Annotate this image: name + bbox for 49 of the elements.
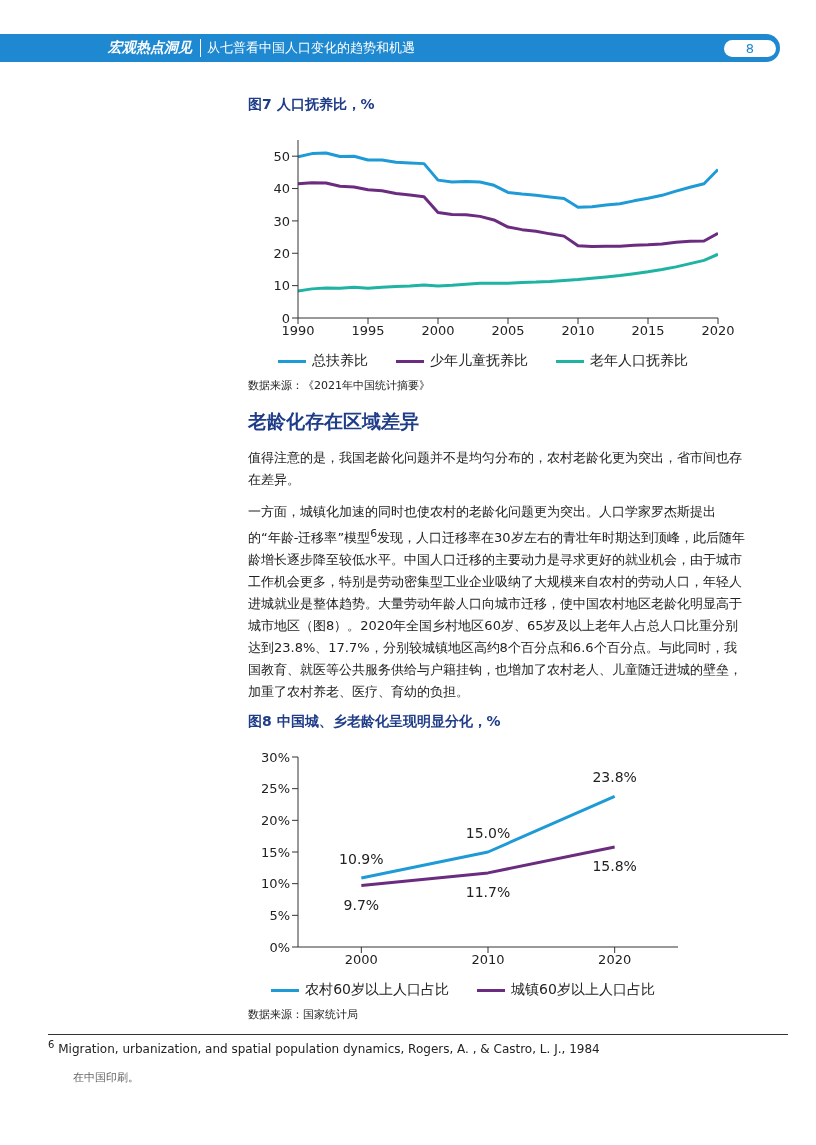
y-tick-label: 0% bbox=[269, 939, 290, 955]
x-tick-label: 1990 bbox=[281, 323, 315, 339]
legend-label: 总扶养比 bbox=[311, 352, 368, 370]
y-tick-label: 5% bbox=[269, 908, 290, 924]
y-tick-label: 30 bbox=[273, 213, 290, 229]
x-tick-label: 2000 bbox=[344, 952, 378, 968]
data-label: 10.9% bbox=[339, 851, 384, 868]
y-tick-label: 50 bbox=[273, 148, 290, 164]
y-tick-label: 20% bbox=[261, 813, 290, 829]
line-series bbox=[298, 181, 718, 248]
x-tick-label: 2010 bbox=[471, 952, 505, 968]
chart-title: 图8 中国城、乡老龄化呈现明显分化，% bbox=[248, 713, 502, 732]
x-tick-label: 2005 bbox=[491, 323, 525, 339]
y-tick-label: 10 bbox=[273, 278, 290, 294]
text: 一方面，城镇化加速的同时也使农村的老龄化问题更为突出。人口学家罗杰斯提出的“年龄-迁移率”模型$^{6}$发现，人口迁移率在30岁左右的青壮年时期达到顶峰，此后随年龄增长逐步降至较低水平。中国人口迁移的主要动力是寻求更好的就业机会，由于城市工作机会更多，特别是劳动密集型工业企业吸纳了大规模来自农村的劳动人口，年轻人进城就业是整体趋势。大量劳动年龄人口向城市迁移，使中国农村地区老龄化明显高于城市地区（图8）。2020年全国乡村地区60岁、65岁及以上老年人占总人口比重分别达到23.8%、17.7%，分别较城镇地区高约8个百分点和6.6个百分点。与此同时，我国教育、就医等公共服务供给与户籍挂钩，也增加了农村老人、儿童随迁进城的壁垒，加重了农村养老、医疗、育幼的负担。 bbox=[248, 504, 745, 700]
x-tick-label: 1995 bbox=[351, 323, 385, 339]
y-tick-label: 0 bbox=[281, 310, 290, 326]
data-label: 23.8% bbox=[592, 769, 637, 786]
y-tick-label: 20 bbox=[273, 245, 290, 261]
legend-label: 城镇60岁以上人口占比 bbox=[510, 981, 655, 1000]
chart-title: 图7 人口抚养比，% bbox=[248, 96, 376, 114]
y-tick-label: 25% bbox=[261, 781, 290, 797]
data-label: 9.7% bbox=[343, 896, 380, 913]
line-series bbox=[298, 252, 718, 293]
text: 宏观热点洞见 bbox=[108, 39, 192, 57]
source-note: 数据来源：《2021年中国统计摘要》 bbox=[248, 378, 431, 393]
legend-label: 老年人口抚养比 bbox=[589, 352, 688, 370]
legend-label: 农村60岁以上人口占比 bbox=[304, 981, 449, 1000]
x-tick-label: 2000 bbox=[421, 323, 455, 339]
data-label: 11.7% bbox=[465, 884, 511, 901]
text: 8 bbox=[723, 39, 776, 57]
x-tick-label: 2020 bbox=[598, 952, 632, 968]
text: 老龄化存在区域差异 bbox=[248, 409, 420, 434]
legend-label: 少年儿童抚养比 bbox=[429, 352, 528, 370]
text: 在中国印刷。 bbox=[73, 1070, 140, 1086]
x-tick-label: 2010 bbox=[561, 323, 595, 339]
source-note: 数据来源：国家统计局 bbox=[248, 1007, 359, 1023]
text: 值得注意的是，我国老龄化问题并不是均匀分布的，农村老龄化更为突出，省市间也存在差异。 bbox=[248, 449, 743, 489]
x-tick-label: 2015 bbox=[631, 323, 665, 339]
y-tick-label: 40 bbox=[273, 181, 290, 197]
x-tick-label: 2020 bbox=[701, 323, 735, 339]
text: $^{6}$ Migration, urbanization, and spatial population dynamics, Rogers, A. , & Castro, L. J., 1984 bbox=[48, 1034, 788, 1057]
y-tick-label: 10% bbox=[261, 876, 290, 892]
data-label: 15.0% bbox=[465, 825, 511, 842]
data-label: 15.8% bbox=[592, 858, 637, 875]
line-series bbox=[298, 151, 718, 209]
y-tick-label: 15% bbox=[261, 844, 290, 860]
text: 从七普看中国人口变化的趋势和机遇 bbox=[200, 39, 415, 57]
y-tick-label: 30% bbox=[261, 749, 290, 765]
